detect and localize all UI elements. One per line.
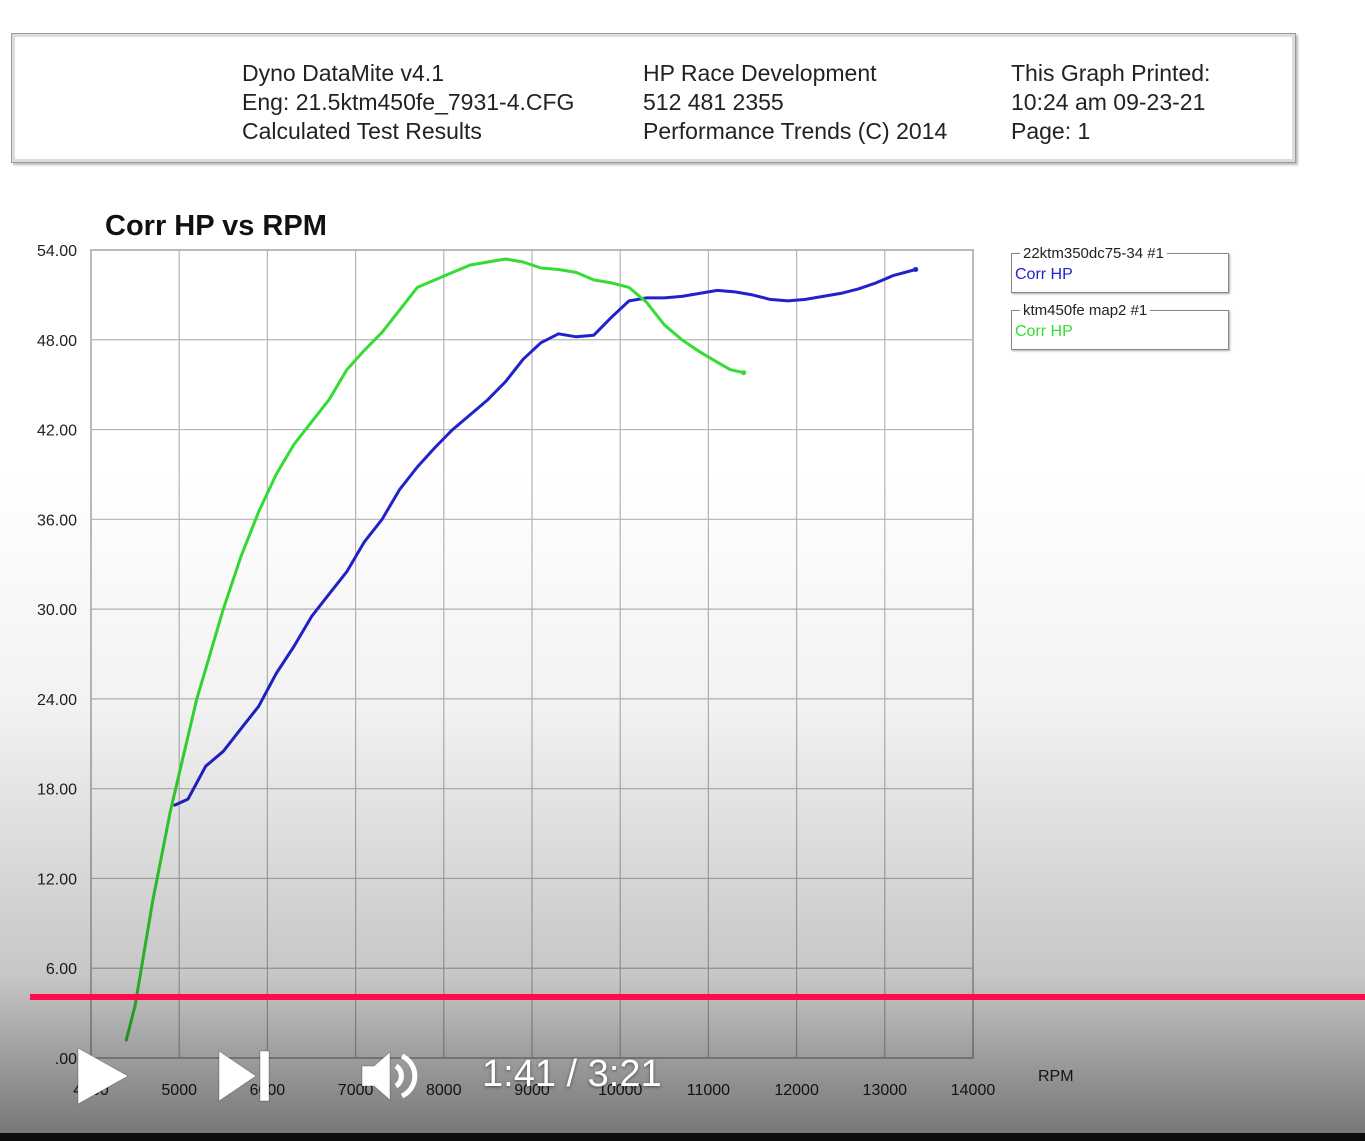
- x-tick-label: 13000: [863, 1082, 908, 1099]
- legend-series-name: ktm450fe map2 #1: [1020, 302, 1151, 319]
- next-icon: [218, 1050, 270, 1102]
- video-time-display: 1:41 / 3:21: [482, 1053, 662, 1096]
- legend-series-name: 22ktm350dc75-34 #1: [1020, 245, 1167, 262]
- header-line: Eng: 21.5ktm450fe_7931-4.CFG: [242, 89, 575, 115]
- volume-button[interactable]: [358, 1046, 422, 1106]
- y-tick-label: 42.00: [37, 423, 77, 440]
- x-axis-label: RPM: [1038, 1068, 1074, 1085]
- legend-entry-series-1: 22ktm350dc75-34 #1 Corr HP: [1011, 245, 1229, 293]
- y-tick-label: 24.00: [37, 692, 77, 709]
- dyno-header-box: Dyno DataMite v4.1 Eng: 21.5ktm450fe_793…: [11, 33, 1296, 163]
- legend-series-label: Corr HP: [1015, 266, 1073, 283]
- player-bottom-edge: [0, 1133, 1365, 1141]
- legend-series-label: Corr HP: [1015, 323, 1073, 340]
- x-tick-label: 11000: [687, 1082, 730, 1099]
- y-tick-label: 12.00: [37, 871, 77, 888]
- play-icon: [77, 1047, 130, 1105]
- x-tick-label: 14000: [951, 1082, 996, 1099]
- series-end-point: [741, 370, 747, 376]
- header-print-info: This Graph Printed: 10:24 am 09-23-21 Pa…: [1011, 59, 1210, 146]
- y-tick-label: 54.00: [37, 243, 77, 260]
- y-tick-label: 30.00: [37, 602, 77, 619]
- chart-grid: [90, 249, 974, 1059]
- play-button[interactable]: [74, 1044, 134, 1108]
- x-tick-label: 8000: [426, 1082, 462, 1099]
- y-tick-label: 48.00: [37, 333, 77, 350]
- x-tick-label: 5000: [161, 1082, 197, 1099]
- header-software-info: Dyno DataMite v4.1 Eng: 21.5ktm450fe_793…: [242, 59, 574, 146]
- header-company-info: HP Race Development 512 481 2355 Perform…: [643, 59, 947, 146]
- y-tick-label: 6.00: [46, 961, 77, 978]
- legend-entry-series-2: ktm450fe map2 #1 Corr HP: [1011, 302, 1229, 350]
- header-line: Dyno DataMite v4.1: [242, 60, 444, 86]
- next-button[interactable]: [216, 1046, 274, 1106]
- volume-icon: [361, 1050, 418, 1102]
- header-line: Performance Trends (C) 2014: [643, 118, 948, 144]
- duration: 3:21: [587, 1053, 662, 1095]
- x-tick-label: 12000: [774, 1082, 819, 1099]
- series-end-point: [913, 266, 919, 272]
- header-line: 512 481 2355: [643, 89, 784, 115]
- header-line: Page: 1: [1011, 118, 1091, 144]
- chart-title: Corr HP vs RPM: [105, 210, 327, 242]
- video-progress-played: [30, 994, 701, 1000]
- y-tick-label: 36.00: [37, 512, 77, 529]
- current-time: 1:41: [482, 1053, 556, 1095]
- time-separator: /: [566, 1053, 578, 1095]
- header-line: HP Race Development: [643, 60, 877, 86]
- y-tick-label: 18.00: [37, 782, 77, 799]
- header-line: Calculated Test Results: [242, 118, 482, 144]
- video-progress-bar[interactable]: [30, 994, 1365, 1000]
- header-line: 10:24 am 09-23-21: [1011, 89, 1206, 115]
- header-line: This Graph Printed:: [1011, 60, 1211, 86]
